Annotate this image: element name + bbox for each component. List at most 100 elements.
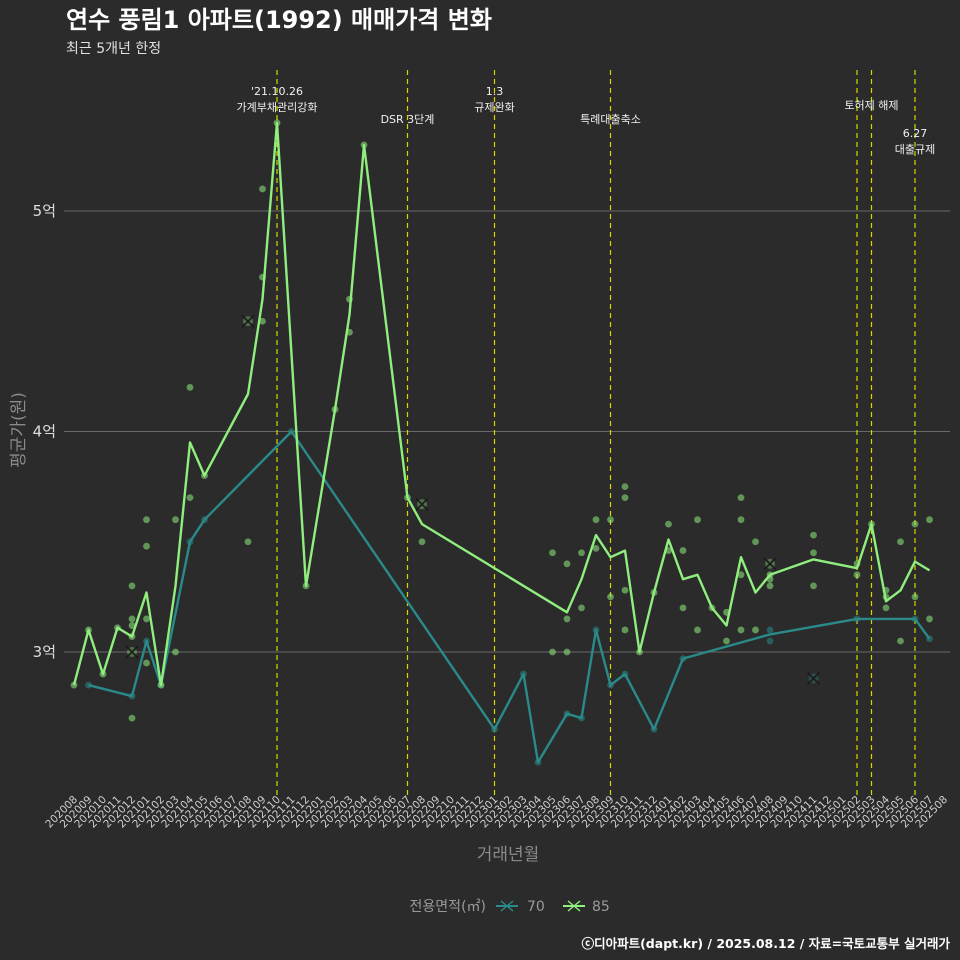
data-point bbox=[592, 544, 600, 552]
data-point bbox=[563, 615, 571, 623]
data-point bbox=[621, 626, 629, 634]
data-point bbox=[578, 604, 585, 612]
data-point bbox=[346, 328, 353, 336]
data-point bbox=[592, 516, 600, 524]
event-annotation: 특례대출축소 bbox=[580, 113, 641, 126]
data-point bbox=[723, 637, 730, 645]
highlight-marker bbox=[415, 497, 429, 511]
data-point bbox=[128, 633, 136, 640]
data-point bbox=[810, 582, 817, 590]
series-layer bbox=[70, 119, 933, 766]
data-point bbox=[592, 626, 600, 634]
data-point bbox=[868, 520, 875, 528]
data-point bbox=[650, 725, 658, 733]
data-point bbox=[766, 571, 774, 579]
gridlines bbox=[64, 210, 950, 653]
data-point bbox=[404, 494, 411, 502]
data-point bbox=[578, 714, 585, 722]
data-point bbox=[259, 317, 266, 325]
y-axis-label: 평균가(원) bbox=[9, 392, 29, 468]
data-point bbox=[723, 608, 730, 616]
data-point bbox=[563, 648, 571, 656]
data-point bbox=[563, 560, 571, 568]
data-point bbox=[172, 516, 179, 524]
data-point bbox=[853, 571, 861, 579]
data-point bbox=[201, 516, 208, 524]
data-point bbox=[882, 586, 890, 594]
series-line-70 bbox=[88, 430, 931, 764]
event-annotation: 규제완화 bbox=[474, 101, 514, 114]
data-point bbox=[128, 622, 136, 629]
chart-subtitle: 최근 5개년 한정 bbox=[66, 41, 161, 57]
event-annotation: '21.10.26 bbox=[251, 85, 303, 98]
data-point bbox=[143, 516, 150, 524]
data-point bbox=[853, 560, 861, 568]
event-annotation: 토허제 해제 bbox=[844, 98, 898, 112]
legend-key-85 bbox=[563, 900, 585, 912]
data-point bbox=[114, 624, 121, 632]
y-tick-label: 5억 bbox=[33, 202, 56, 220]
data-point bbox=[186, 384, 194, 391]
data-point bbox=[259, 273, 266, 281]
data-point bbox=[302, 582, 310, 590]
event-lines bbox=[276, 70, 916, 795]
data-point bbox=[70, 681, 78, 689]
data-point bbox=[534, 758, 542, 766]
data-point bbox=[273, 119, 281, 127]
highlight-marker bbox=[241, 314, 255, 328]
data-point bbox=[911, 520, 919, 528]
data-point bbox=[650, 589, 658, 596]
data-point bbox=[911, 615, 919, 623]
event-annotation: 가계부채관리강화 bbox=[237, 101, 318, 114]
data-point bbox=[636, 648, 643, 656]
data-point bbox=[128, 582, 136, 590]
legend-label-70: 70 bbox=[527, 899, 545, 915]
data-point bbox=[766, 637, 774, 645]
data-point bbox=[679, 655, 687, 663]
data-point bbox=[911, 593, 919, 601]
data-point bbox=[259, 185, 266, 193]
data-point bbox=[143, 659, 150, 667]
data-point bbox=[752, 538, 759, 546]
data-point bbox=[897, 637, 904, 645]
data-point bbox=[563, 710, 571, 718]
data-point bbox=[621, 586, 629, 594]
highlight-marker bbox=[806, 671, 821, 686]
x-axis-ticks: 2020082020092020102020112020122021012021… bbox=[43, 793, 950, 830]
data-point bbox=[85, 681, 92, 689]
data-point bbox=[679, 547, 687, 554]
data-point bbox=[708, 604, 716, 612]
data-point bbox=[694, 516, 701, 524]
data-point bbox=[766, 626, 774, 634]
data-point bbox=[926, 635, 933, 643]
legend-title: 전용면적(㎡) bbox=[410, 899, 486, 915]
series-70 bbox=[85, 428, 933, 766]
y-tick-label: 3억 bbox=[33, 643, 56, 661]
data-point bbox=[143, 542, 150, 550]
data-point bbox=[737, 516, 745, 524]
series-line-85 bbox=[72, 121, 931, 687]
legend-label-85: 85 bbox=[592, 899, 610, 915]
legend: 전용면적(㎡) 70 85 bbox=[410, 899, 610, 915]
data-point bbox=[128, 692, 136, 700]
data-point bbox=[85, 626, 92, 634]
data-point bbox=[244, 538, 252, 546]
data-point bbox=[665, 547, 672, 554]
data-point bbox=[99, 670, 107, 678]
data-point bbox=[621, 670, 629, 678]
data-point bbox=[143, 637, 150, 645]
data-point bbox=[621, 483, 629, 491]
data-point bbox=[128, 714, 136, 722]
data-point bbox=[128, 615, 136, 623]
data-point bbox=[288, 428, 295, 435]
data-point bbox=[607, 593, 614, 601]
data-point bbox=[491, 725, 498, 733]
y-axis-ticks: 3억 4억 5억 bbox=[33, 202, 56, 661]
data-point bbox=[186, 538, 194, 546]
data-point bbox=[766, 582, 774, 590]
data-point bbox=[926, 516, 933, 524]
data-point bbox=[331, 406, 339, 413]
event-annotation: 대출규제 bbox=[895, 143, 935, 156]
data-point bbox=[172, 648, 179, 656]
event-annotation: 6.27 bbox=[903, 127, 928, 140]
